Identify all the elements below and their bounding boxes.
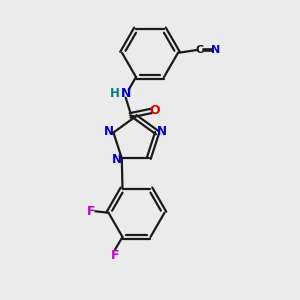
Text: N: N [157, 124, 166, 138]
Text: O: O [149, 104, 160, 117]
Text: F: F [111, 249, 119, 262]
Text: N: N [211, 45, 220, 55]
Text: C: C [196, 45, 204, 55]
Text: N: N [112, 153, 122, 166]
Text: N: N [104, 124, 114, 138]
Text: N: N [121, 87, 131, 100]
Text: F: F [87, 205, 95, 218]
Text: H: H [110, 87, 119, 100]
